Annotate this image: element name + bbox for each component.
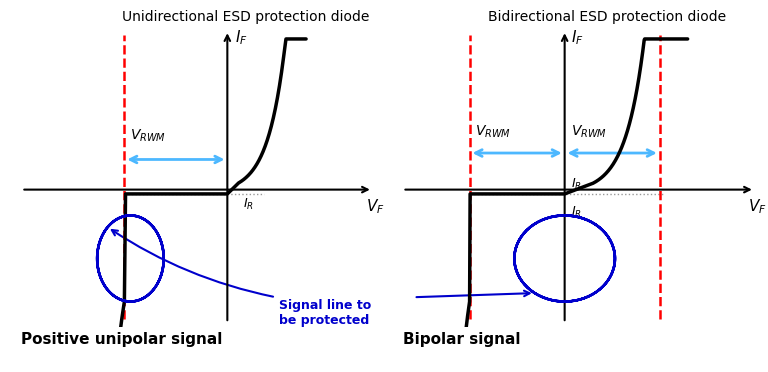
Text: Bidirectional ESD protection diode: Bidirectional ESD protection diode — [488, 10, 726, 24]
Text: $I_F$: $I_F$ — [234, 28, 247, 47]
Text: $V_F$: $V_F$ — [366, 198, 385, 216]
Text: $I_R$: $I_R$ — [243, 198, 254, 212]
Text: $V_{RWM}$: $V_{RWM}$ — [475, 124, 511, 140]
Text: $V_{RWM}$: $V_{RWM}$ — [571, 124, 607, 140]
Text: $V_F$: $V_F$ — [748, 198, 767, 216]
Text: Signal line to
be protected: Signal line to be protected — [279, 299, 371, 327]
Text: $I_R$: $I_R$ — [571, 205, 582, 220]
Text: Bipolar signal: Bipolar signal — [402, 332, 520, 347]
Text: $I_F$: $I_F$ — [571, 28, 584, 47]
Text: Unidirectional ESD protection diode: Unidirectional ESD protection diode — [122, 10, 369, 24]
Text: Positive unipolar signal: Positive unipolar signal — [22, 332, 223, 347]
Text: $I_R$: $I_R$ — [571, 177, 582, 192]
Text: $V_{RWM}$: $V_{RWM}$ — [131, 128, 167, 144]
